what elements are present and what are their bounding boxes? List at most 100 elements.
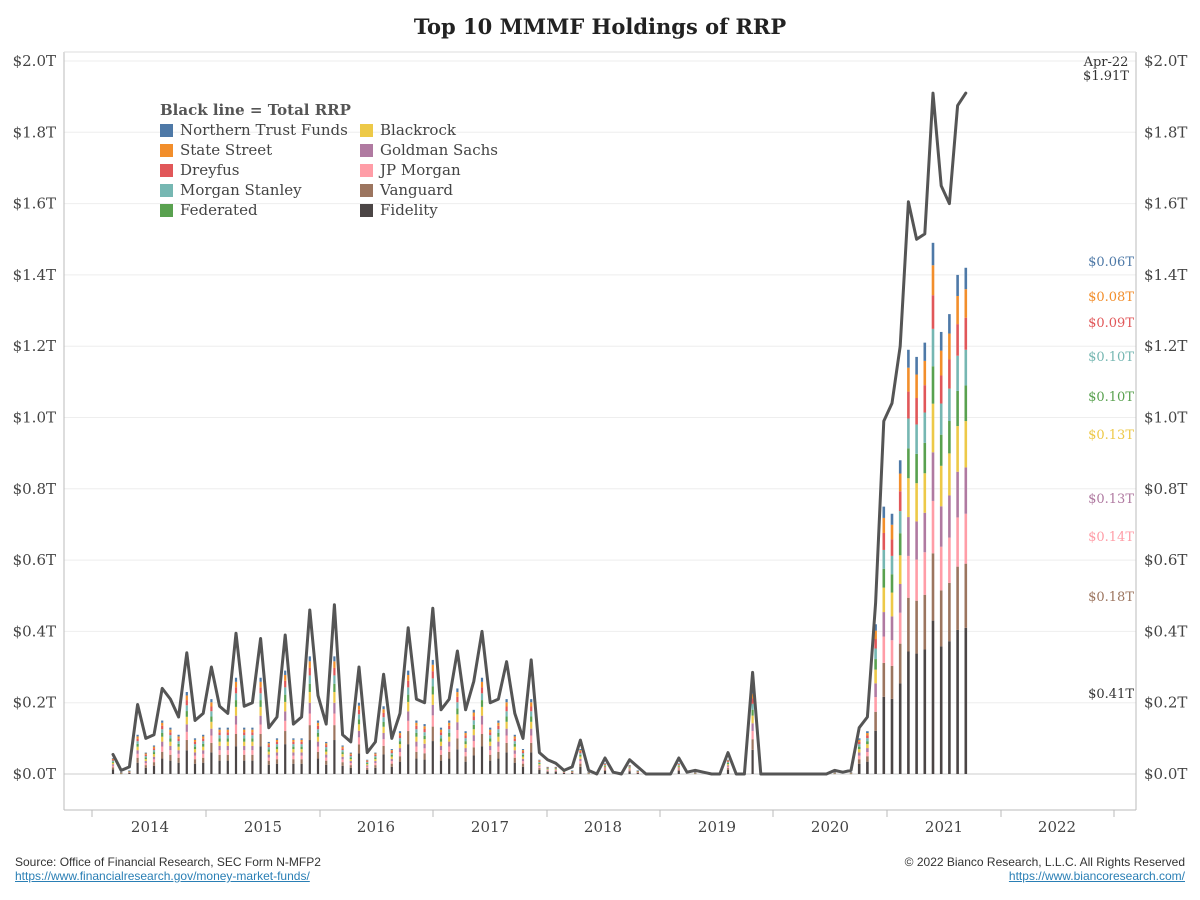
bar-segment: [456, 692, 459, 697]
bar-segment: [472, 755, 475, 774]
legend-label: Fidelity: [380, 201, 438, 219]
bar-segment: [923, 442, 927, 474]
bar-segment: [956, 390, 959, 427]
bar-segment: [226, 727, 229, 730]
bar-segment: [677, 769, 680, 771]
bar-segment: [144, 754, 147, 757]
bar-segment: [907, 349, 910, 368]
bar-segment: [415, 758, 418, 774]
bar-segment: [489, 729, 492, 733]
bar-segment: [464, 752, 467, 757]
bar-segment: [185, 692, 188, 696]
bar-segment: [275, 763, 279, 774]
bar-segment: [751, 715, 754, 724]
bar-segment: [857, 749, 861, 753]
bar-segment: [448, 758, 451, 774]
bar-segment: [390, 749, 393, 751]
bar-segment: [333, 713, 336, 726]
bar-segment: [677, 765, 680, 767]
bar-segment: [866, 748, 869, 753]
bar-segment: [948, 359, 951, 389]
bar-segment: [136, 757, 139, 763]
bar-segment: [538, 762, 541, 764]
bar-segment: [628, 765, 631, 767]
bar-segment: [874, 639, 877, 649]
legend-label: Federated: [180, 201, 258, 219]
bar-segment: [456, 702, 459, 709]
bar-segment: [366, 764, 369, 766]
bar-segment: [169, 741, 172, 746]
bar-segment: [546, 771, 549, 774]
bar-segment: [636, 770, 639, 772]
bar-segment: [956, 274, 959, 296]
bar-segment: [325, 760, 328, 765]
bar-segment: [964, 627, 968, 774]
bar-segment: [521, 763, 525, 767]
y-tick-label-left: $0.8T: [13, 480, 56, 498]
bar-segment: [415, 722, 418, 726]
bar-segment: [316, 736, 320, 742]
bar-segment: [726, 765, 730, 767]
bar-segment: [152, 765, 156, 774]
bar-segment: [554, 766, 557, 768]
bar-segment: [882, 662, 886, 697]
bar-segment: [398, 731, 402, 734]
y-tick-label-left: $2.0T: [13, 52, 56, 70]
bar-segment: [152, 750, 156, 753]
bar-segment: [292, 749, 295, 753]
bar-segment: [915, 356, 918, 375]
source-link[interactable]: https://www.financialresearch.gov/money-…: [15, 869, 310, 883]
bar-segment: [505, 699, 508, 703]
series-latest-label: $0.08T: [1088, 290, 1134, 305]
bar-segment: [234, 677, 238, 682]
bar-segment: [489, 754, 492, 761]
series-latest-label: $0.13T: [1088, 492, 1134, 507]
bar-segment: [677, 766, 680, 768]
bar-segment: [956, 355, 959, 391]
bar-segment: [939, 590, 943, 647]
bar-segment: [948, 582, 951, 642]
bar-segment: [546, 766, 549, 768]
bar-segment: [513, 746, 516, 751]
bar-segment: [415, 732, 418, 737]
bar-segment: [521, 753, 525, 755]
legend-label: Morgan Stanley: [180, 181, 302, 199]
bar-segment: [234, 681, 238, 688]
copyright-link[interactable]: https://www.biancoresearch.com/: [1008, 869, 1185, 883]
bar-segment: [308, 702, 311, 714]
bar-segment: [210, 699, 213, 703]
bar-segment: [898, 491, 902, 512]
bar-segment: [357, 719, 361, 725]
bar-segment: [374, 757, 377, 760]
x-tick-label: 2018: [584, 818, 622, 836]
bar-segment: [267, 764, 270, 774]
x-tick-label: 2020: [811, 818, 849, 836]
bar-segment: [489, 727, 492, 730]
bar-segment: [366, 769, 369, 774]
legend-swatch: [160, 143, 173, 157]
bar-segment: [726, 764, 730, 766]
bar-segment: [382, 732, 385, 740]
bar-segment: [275, 738, 279, 740]
bar-segment: [915, 521, 918, 560]
bar-segment: [964, 289, 968, 318]
bar-segment: [931, 366, 935, 404]
bar-segment: [948, 453, 951, 496]
bar-segment: [415, 729, 418, 733]
bar-segment: [218, 735, 221, 739]
bar-segment: [226, 732, 229, 736]
bar-segment: [890, 640, 894, 666]
bar-segment: [874, 730, 877, 774]
bar-segment: [267, 745, 270, 748]
bar-segment: [874, 624, 877, 631]
bar-segment: [923, 473, 927, 513]
copyright-note: © 2022 Bianco Research, L.L.C. All Right…: [905, 855, 1185, 883]
bar-segment: [939, 375, 943, 404]
bar-segment: [316, 729, 320, 733]
legend-swatch: [360, 163, 373, 177]
bar-segment: [407, 670, 410, 675]
bar-segment: [349, 759, 352, 762]
bar-segment: [931, 620, 935, 774]
bar-segment: [603, 769, 607, 771]
bar-segment: [923, 412, 927, 443]
